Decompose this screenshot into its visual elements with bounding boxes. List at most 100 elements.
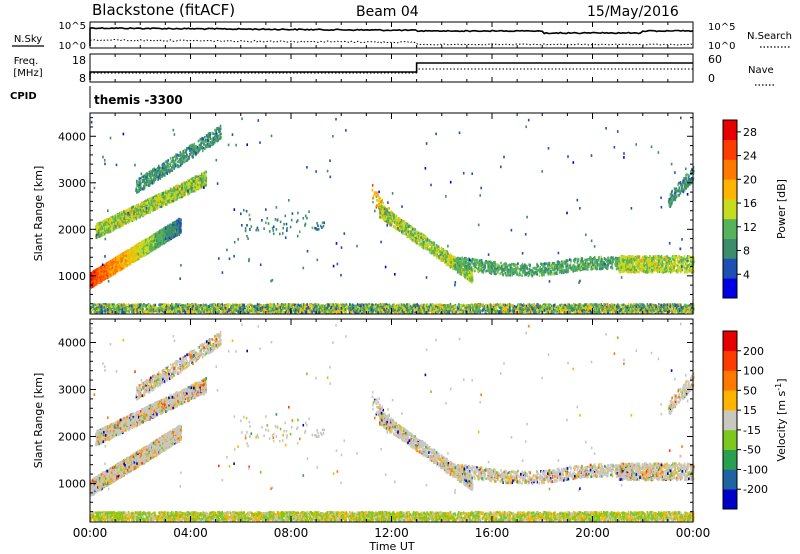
echo-cell — [115, 264, 117, 267]
echo-cell — [180, 222, 182, 225]
nsearch-tick-high: 10^5 — [708, 22, 735, 33]
echo-cell — [175, 230, 177, 233]
echo-cell — [121, 214, 123, 217]
nsearch-label: N.Search — [747, 31, 792, 42]
echo-cell — [125, 260, 127, 263]
echo-cell — [144, 208, 146, 211]
echo-cell — [206, 177, 208, 180]
echo-cell — [133, 256, 135, 259]
date-title: 15/May/2016 — [587, 4, 679, 20]
echo-cell — [153, 235, 155, 238]
echo-cell — [145, 253, 147, 256]
echo-cell — [179, 188, 181, 191]
echo-cell — [122, 217, 124, 220]
echo-cell — [121, 259, 123, 262]
freq-label: Freq. — [14, 56, 39, 67]
echo-cell — [150, 249, 152, 252]
cpid-value: themis -3300 — [94, 93, 183, 107]
echo-cell — [102, 267, 104, 270]
echo-cell — [135, 247, 137, 250]
echo-cell — [94, 280, 96, 283]
nsky-label: N.Sky — [14, 34, 42, 45]
echo-cell — [168, 190, 170, 193]
echo-cell — [130, 254, 132, 257]
echo-cell — [163, 238, 165, 241]
echo-cell — [107, 262, 109, 265]
echo-cell — [97, 223, 99, 226]
echo-cell — [141, 250, 143, 253]
echo-cell — [174, 221, 176, 224]
echo-cell — [98, 278, 100, 281]
echo-cell — [172, 235, 174, 238]
echo-cell — [146, 241, 148, 244]
echo-cell — [128, 219, 130, 222]
echo-cell — [138, 215, 140, 218]
echo-cell — [157, 194, 159, 197]
echo-cell — [97, 233, 99, 236]
echo-cell — [156, 234, 158, 237]
echo-cell — [156, 194, 158, 197]
echo-cell — [181, 187, 183, 190]
echo-cell — [119, 269, 121, 272]
echo-cell — [178, 220, 180, 223]
echo-cell — [169, 227, 171, 230]
echo-cell — [120, 264, 122, 267]
echo-cell — [104, 265, 106, 268]
echo-cell — [168, 193, 170, 196]
nave-label: Nave — [748, 65, 774, 76]
echo-cell — [127, 254, 129, 257]
echo-cell — [114, 264, 116, 267]
echo-cell — [181, 196, 183, 199]
echo-cell — [145, 239, 147, 242]
echo-cell — [142, 213, 144, 216]
echo-cell — [153, 246, 155, 249]
echo-cell — [161, 205, 163, 208]
echo-cell — [107, 275, 109, 278]
echo-cell — [150, 238, 152, 241]
echo-cell — [103, 220, 105, 223]
echo-cell — [166, 190, 168, 193]
echo-cell — [138, 243, 140, 246]
echo-cell — [164, 229, 166, 232]
echo-cell — [141, 214, 143, 217]
echo-cell — [105, 223, 107, 226]
echo-cell — [177, 226, 179, 229]
echo-cell — [104, 268, 106, 271]
echo-cell — [194, 188, 196, 191]
echo-cell — [132, 218, 134, 221]
echo-cell — [123, 215, 125, 218]
echo-cell — [157, 246, 159, 249]
echo-cell — [161, 238, 163, 241]
echo-cell — [131, 252, 133, 255]
echo-cell — [135, 218, 137, 221]
echo-cell — [189, 191, 191, 194]
echo-cell — [167, 231, 169, 234]
echo-cell — [206, 171, 208, 174]
echo-cell — [191, 188, 193, 191]
echo-cell — [149, 211, 151, 214]
echo-cell — [155, 235, 157, 238]
echo-cell — [153, 200, 155, 203]
echo-cell — [141, 202, 143, 205]
echo-cell — [140, 248, 142, 251]
echo-cell — [161, 229, 163, 232]
echo-cell — [125, 262, 127, 265]
echo-cell — [158, 203, 160, 206]
echo-cell — [130, 207, 132, 210]
echo-cell — [103, 224, 105, 227]
echo-cell — [123, 264, 125, 267]
freq-tick-low: 8 — [79, 72, 86, 85]
echo-cell — [97, 272, 99, 275]
echo-cell — [203, 177, 205, 180]
echo-cell — [202, 173, 204, 176]
echo-cell — [179, 194, 181, 197]
echo-cell — [118, 264, 120, 267]
echo-cell — [142, 245, 144, 248]
echo-cell — [117, 223, 119, 226]
echo-cell — [116, 257, 118, 260]
echo-cell — [167, 236, 169, 239]
echo-cell — [104, 231, 106, 234]
echo-cell — [175, 197, 177, 200]
